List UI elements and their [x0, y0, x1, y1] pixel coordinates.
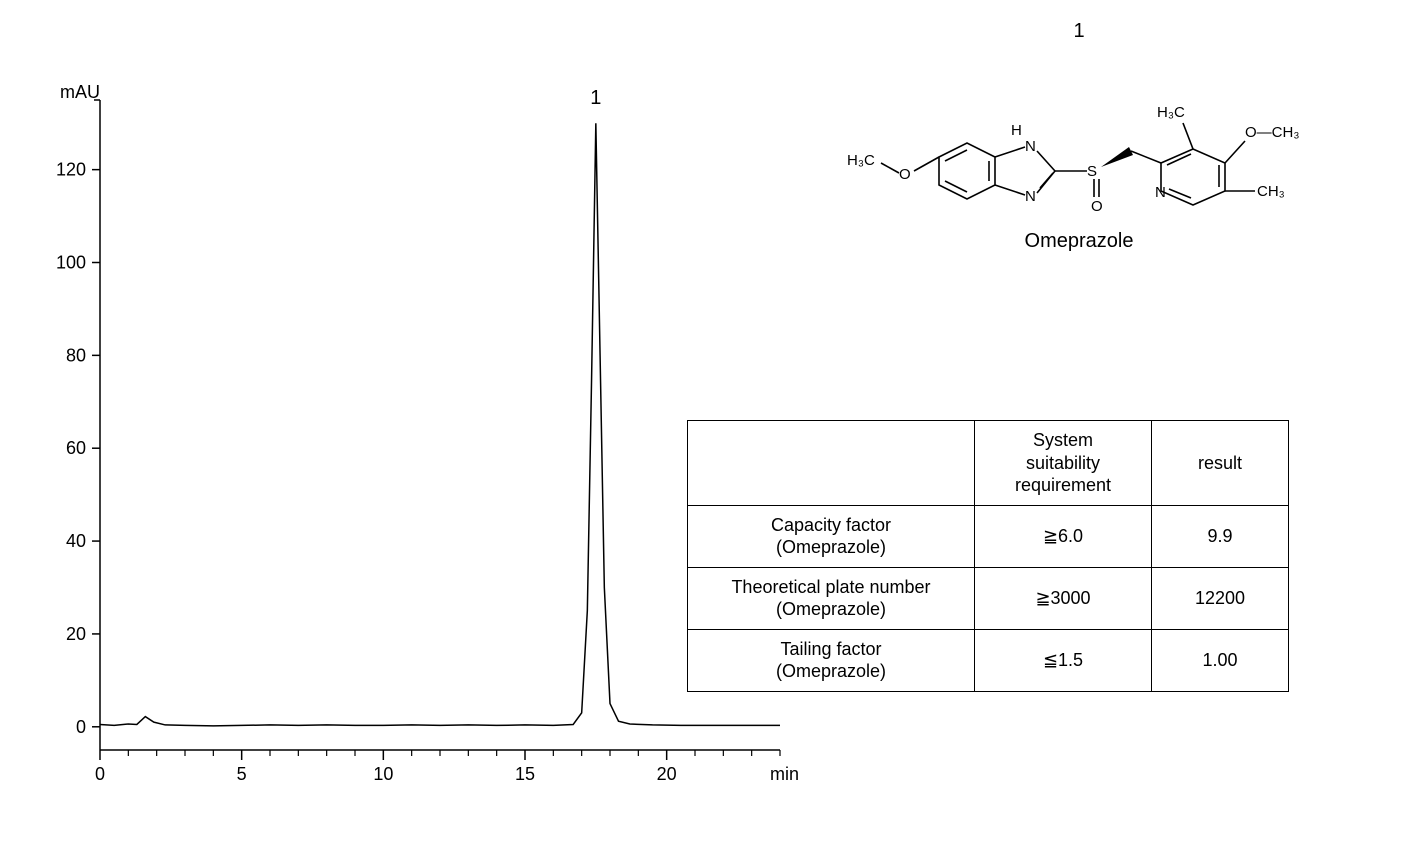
result-cell: 1.00 [1152, 629, 1289, 691]
table-row: Capacity factor(Omeprazole)≧6.09.9 [688, 505, 1289, 567]
table-header-blank [688, 421, 975, 506]
svg-text:O—CH₃: O—CH₃ [1245, 124, 1299, 141]
table-header-row: Systemsuitabilityrequirement result [688, 421, 1289, 506]
svg-text:20: 20 [66, 624, 86, 644]
chromatogram-svg: 0 20 40 60 80 100 120 0 5 10 15 20 mAU min 1 [20, 80, 800, 820]
svg-text:40: 40 [66, 531, 86, 551]
svg-text:100: 100 [56, 253, 86, 273]
svg-text:N: N [1155, 184, 1166, 201]
svg-text:H₃C: H₃C [1157, 104, 1185, 121]
molecule-name-label: Omeprazole [1025, 230, 1134, 253]
svg-text:120: 120 [56, 160, 86, 180]
svg-text:1: 1 [590, 87, 601, 109]
svg-text:5: 5 [237, 764, 247, 784]
svg-text:10: 10 [373, 764, 393, 784]
table-row: Theoretical plate number(Omeprazole)≧300… [688, 567, 1289, 629]
page-root: 0 20 40 60 80 100 120 0 5 10 15 20 mAU min 1 1 H₃C O H… [20, 20, 1399, 838]
molecule-index-label: 1 [1073, 20, 1084, 43]
table-header-result: result [1152, 421, 1289, 506]
result-cell: 9.9 [1152, 505, 1289, 567]
svg-text:N: N [1025, 188, 1036, 205]
svg-text:60: 60 [66, 438, 86, 458]
svg-text:O: O [899, 166, 911, 183]
param-cell: Theoretical plate number(Omeprazole) [688, 567, 975, 629]
molecule-structure-svg: H₃C O H N N S [839, 45, 1319, 225]
result-cell: 12200 [1152, 567, 1289, 629]
table-row: Tailing factor(Omeprazole)≦1.51.00 [688, 629, 1289, 691]
svg-text:min: min [770, 764, 799, 784]
svg-text:H: H [1011, 122, 1022, 139]
svg-text:0: 0 [76, 717, 86, 737]
svg-text:15: 15 [515, 764, 535, 784]
svg-text:S: S [1087, 163, 1097, 180]
svg-text:O: O [1091, 198, 1103, 215]
svg-text:N: N [1025, 138, 1036, 155]
requirement-cell: ≦1.5 [975, 629, 1152, 691]
table-header-requirement: Systemsuitabilityrequirement [975, 421, 1152, 506]
svg-text:H₃C: H₃C [847, 152, 875, 169]
requirement-cell: ≧3000 [975, 567, 1152, 629]
svg-text:0: 0 [95, 764, 105, 784]
molecule-panel: 1 H₃C O H N N [819, 20, 1339, 280]
system-suitability-table: Systemsuitabilityrequirement result Capa… [687, 420, 1289, 692]
chromatogram-chart: 0 20 40 60 80 100 120 0 5 10 15 20 mAU min 1 [20, 80, 800, 820]
suitability-table: Systemsuitabilityrequirement result Capa… [687, 420, 1289, 692]
svg-text:20: 20 [657, 764, 677, 784]
svg-text:CH₃: CH₃ [1257, 183, 1285, 200]
svg-text:mAU: mAU [60, 82, 100, 102]
param-cell: Tailing factor(Omeprazole) [688, 629, 975, 691]
param-cell: Capacity factor(Omeprazole) [688, 505, 975, 567]
requirement-cell: ≧6.0 [975, 505, 1152, 567]
svg-text:80: 80 [66, 345, 86, 365]
